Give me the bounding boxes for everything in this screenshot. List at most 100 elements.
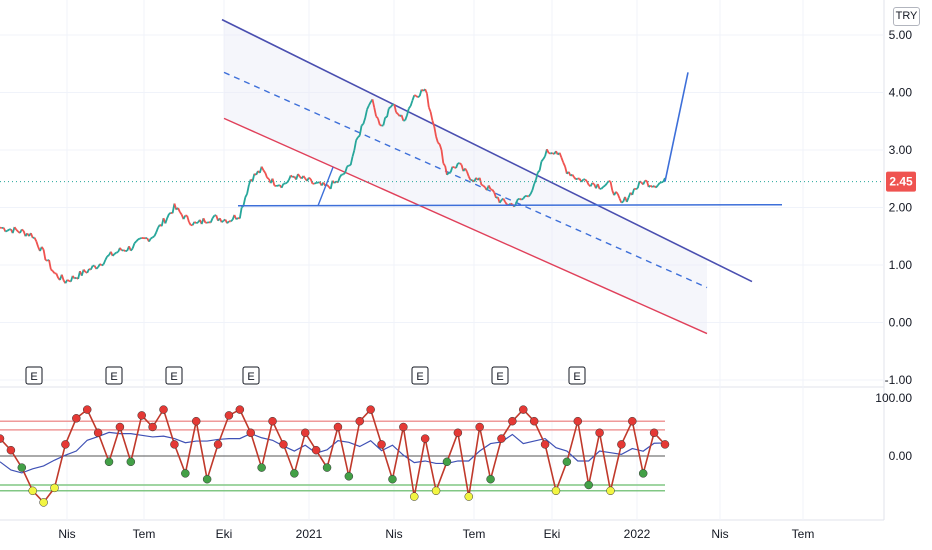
price-segment xyxy=(168,212,172,215)
price-segment xyxy=(657,182,661,187)
price-segment xyxy=(435,136,439,143)
price-segment xyxy=(86,268,90,274)
oscillator-signal-dot xyxy=(486,474,495,484)
breakout-line xyxy=(317,166,334,207)
price-segment xyxy=(609,181,614,191)
oscillator-signal-dot xyxy=(638,469,648,478)
price-segment xyxy=(662,177,666,183)
price-segment xyxy=(397,113,401,117)
price-segment xyxy=(13,226,18,231)
currency-label[interactable]: TRY xyxy=(893,7,920,26)
current-price-tag: 2.45 xyxy=(886,171,916,192)
earnings-marker-label: E xyxy=(30,371,37,383)
price-axis[interactable]: 5.00 4.00 3.00 2.00 1.00 0.00 -1.00 xyxy=(885,28,913,387)
price-segment xyxy=(355,136,359,141)
price-segment xyxy=(538,161,543,171)
oscillator-signal-dot xyxy=(388,474,397,484)
price-segment xyxy=(591,182,595,185)
price-segment xyxy=(302,175,306,179)
earnings-marker xyxy=(105,366,123,385)
current-price-tag-label: 2.45 xyxy=(889,175,913,189)
price-segment xyxy=(602,184,606,188)
price-segment xyxy=(379,123,382,127)
price-segment xyxy=(377,118,381,125)
price-segment xyxy=(284,181,288,185)
oscillator-signal-dot xyxy=(464,492,474,501)
price-segment xyxy=(400,114,405,121)
oscillator-signal-dot xyxy=(50,483,59,493)
price-segment xyxy=(618,198,623,203)
price-segment xyxy=(537,169,541,174)
price-segment xyxy=(286,179,290,184)
price-segment xyxy=(64,279,69,284)
price-segment xyxy=(74,276,77,280)
time-tick-label: Eki xyxy=(544,527,561,541)
time-axis[interactable]: Nis Tem Eki 2021 Nis Tem Eki 2022 Nis Tem xyxy=(58,527,814,541)
price-segment xyxy=(113,251,117,255)
time-tick-label: Eki xyxy=(216,527,233,541)
price-segment xyxy=(482,185,486,189)
oscillator-signal-dot xyxy=(224,411,234,420)
oscillator-signal-dot xyxy=(442,457,452,467)
price-segment xyxy=(119,247,123,252)
earnings-marker xyxy=(491,366,509,385)
price-segment xyxy=(481,184,484,187)
price-segment xyxy=(50,268,54,272)
oscillator-signal-dot xyxy=(300,428,310,438)
oscillator-signal-dot xyxy=(628,416,637,426)
oscillator-signal-dot xyxy=(399,422,408,432)
price-segment xyxy=(349,156,354,166)
price-segment xyxy=(333,180,337,184)
price-segment xyxy=(540,158,544,162)
oscillator-signal-dot xyxy=(540,440,550,449)
price-segment xyxy=(280,183,285,189)
price-segment xyxy=(409,100,414,107)
price-segment xyxy=(357,134,361,138)
price-segment xyxy=(6,228,10,232)
price-segment xyxy=(636,181,641,189)
price-segment xyxy=(438,144,443,151)
price-segment xyxy=(193,221,197,224)
time-tick-label: 2022 xyxy=(624,527,651,541)
price-segment xyxy=(317,181,321,184)
price-segment xyxy=(274,184,277,187)
price-segment xyxy=(5,230,8,233)
price-segment xyxy=(433,126,437,137)
price-segment xyxy=(152,235,155,239)
price-segment xyxy=(342,171,346,176)
oscillator-signal-dot xyxy=(137,411,146,420)
price-segment xyxy=(573,176,577,180)
price-segment xyxy=(206,221,210,224)
oscillator-signal-dot xyxy=(39,498,48,507)
price-segment xyxy=(535,172,539,180)
price-segment xyxy=(366,105,370,110)
price-segment xyxy=(351,150,356,158)
price-segment xyxy=(244,193,248,198)
price-segment xyxy=(426,93,430,108)
price-segment xyxy=(491,189,495,193)
price-segment xyxy=(30,232,34,239)
price-segment xyxy=(188,221,192,226)
price-segment xyxy=(404,115,408,121)
price-segment xyxy=(60,274,65,281)
oscillator-signal-dot xyxy=(562,457,572,467)
price-segment xyxy=(15,229,19,233)
price-segment xyxy=(364,109,368,119)
price-segment xyxy=(95,266,99,270)
price-segment xyxy=(408,105,412,109)
price-segment xyxy=(449,166,454,173)
time-tick-label: Nis xyxy=(58,527,75,541)
earnings-marker xyxy=(165,366,183,385)
earnings-marker-label: E xyxy=(416,371,423,383)
price-segment xyxy=(604,182,608,187)
price-segment xyxy=(55,273,59,279)
price-segment xyxy=(608,180,611,183)
oscillator-axis[interactable]: 100.00 0.00 xyxy=(875,391,912,463)
oscillator-signal-dot xyxy=(115,422,125,432)
price-segment xyxy=(655,184,659,189)
price-segment xyxy=(246,184,250,194)
price-segment xyxy=(615,191,619,195)
price-segment xyxy=(659,181,662,184)
